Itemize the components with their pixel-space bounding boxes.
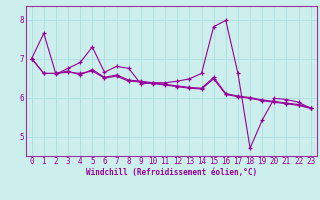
- X-axis label: Windchill (Refroidissement éolien,°C): Windchill (Refroidissement éolien,°C): [86, 168, 257, 177]
